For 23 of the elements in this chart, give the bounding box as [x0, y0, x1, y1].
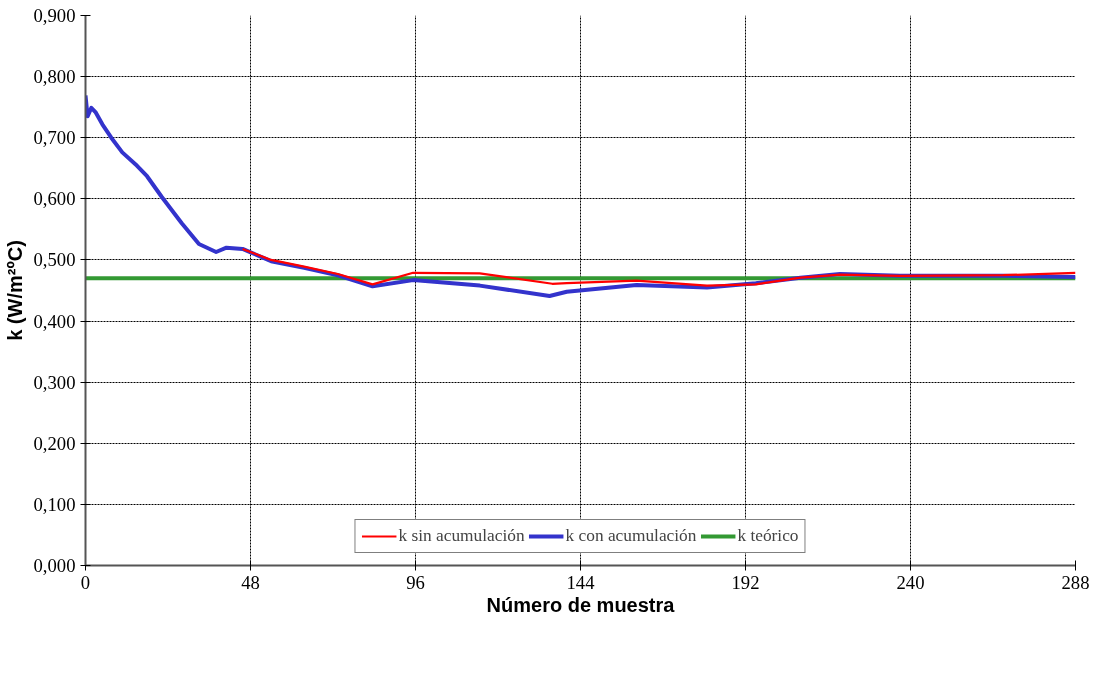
y-tick-label: 0,400	[33, 310, 76, 332]
y-tick-label: 0,500	[33, 249, 76, 271]
y-tick-label: 0,000	[33, 555, 76, 576]
x-tick-label: 240	[896, 571, 925, 593]
y-tick-label: 0,700	[33, 127, 76, 149]
y-tick-label: 0,800	[33, 66, 76, 88]
x-tick-label: 192	[731, 571, 760, 593]
legend-label: k sin acumulación	[398, 526, 525, 546]
y-tick-label: 0,300	[33, 371, 76, 393]
y-tick-label: 0,600	[33, 188, 76, 210]
legend-label: k con acumulación	[565, 526, 697, 546]
x-axis-title: Número de muestra	[486, 593, 676, 616]
y-axis-title: k (W/m²ºC)	[3, 240, 26, 341]
x-tick-label: 96	[406, 571, 425, 593]
legend-label: k teórico	[737, 526, 799, 546]
line-series	[241, 247, 1076, 287]
x-tick-label: 48	[241, 571, 260, 593]
y-tick-label: 0,200	[33, 432, 76, 454]
y-tick-label: 0,900	[33, 5, 76, 26]
x-tick-label: 288	[1061, 571, 1090, 593]
x-tick-label: 144	[566, 571, 596, 593]
y-tick-label: 0,100	[33, 493, 76, 515]
x-tick-label: 0	[80, 571, 91, 593]
